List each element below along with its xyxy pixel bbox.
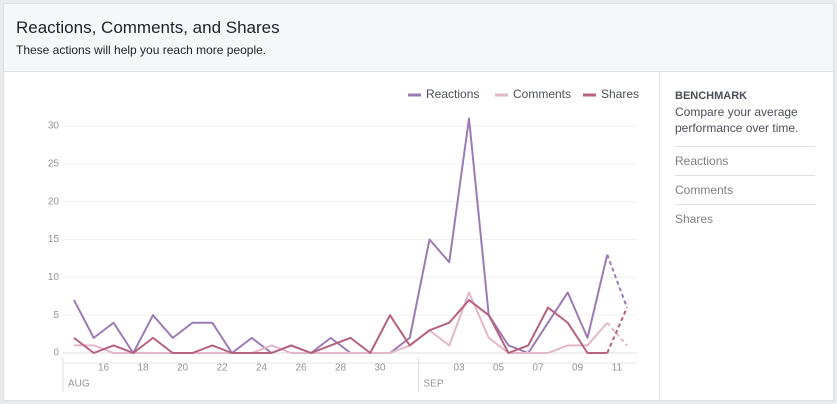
- x-tick-label: 22: [216, 363, 228, 374]
- y-tick-label: 30: [48, 121, 60, 132]
- x-tick-label: 09: [572, 363, 584, 374]
- legend-label: Comments: [513, 87, 571, 101]
- y-tick-label: 0: [53, 348, 59, 359]
- legend-label: Shares: [601, 87, 639, 101]
- x-tick-label: 03: [453, 363, 465, 374]
- benchmark-item[interactable]: Comments: [675, 175, 815, 197]
- y-tick-label: 25: [48, 158, 60, 169]
- x-tick-label: 26: [295, 363, 307, 374]
- y-tick-label: 5: [53, 310, 59, 321]
- y-tick-label: 10: [48, 272, 60, 283]
- x-tick-label: 20: [177, 363, 189, 374]
- x-tick-label: 07: [532, 363, 544, 374]
- benchmark-heading: BENCHMARK: [675, 90, 748, 102]
- benchmark-item[interactable]: Shares: [675, 204, 815, 226]
- x-tick-label: 18: [137, 363, 149, 374]
- x-tick-label: 30: [374, 363, 386, 374]
- benchmark-item[interactable]: Reactions: [675, 146, 815, 168]
- x-tick-label: 05: [493, 363, 505, 374]
- sidebar: BENCHMARK Compare your average performan…: [659, 72, 834, 400]
- title: Reactions, Comments, and Shares: [16, 18, 280, 37]
- series-line: [73, 299, 608, 354]
- legend-label: Reactions: [426, 87, 479, 101]
- month-label: SEP: [424, 379, 444, 390]
- series-line: [73, 117, 609, 354]
- month-label: AUG: [68, 379, 90, 390]
- header: Reactions, Comments, and Shares These ac…: [4, 4, 833, 72]
- series-line-projected: [606, 322, 628, 347]
- y-tick-label: 20: [48, 196, 60, 207]
- x-tick-label: 28: [335, 363, 347, 374]
- x-tick-label: 24: [256, 363, 268, 374]
- x-tick-label: 16: [98, 363, 110, 374]
- series-line: [74, 291, 609, 354]
- subtitle: These actions will help you reach more p…: [16, 43, 267, 57]
- series-line-projected: [606, 307, 628, 354]
- benchmark-description: Compare your average performance over ti…: [675, 105, 799, 135]
- x-tick-label: 11: [612, 363, 623, 374]
- series-line-projected: [606, 254, 628, 308]
- y-tick-label: 15: [48, 234, 60, 245]
